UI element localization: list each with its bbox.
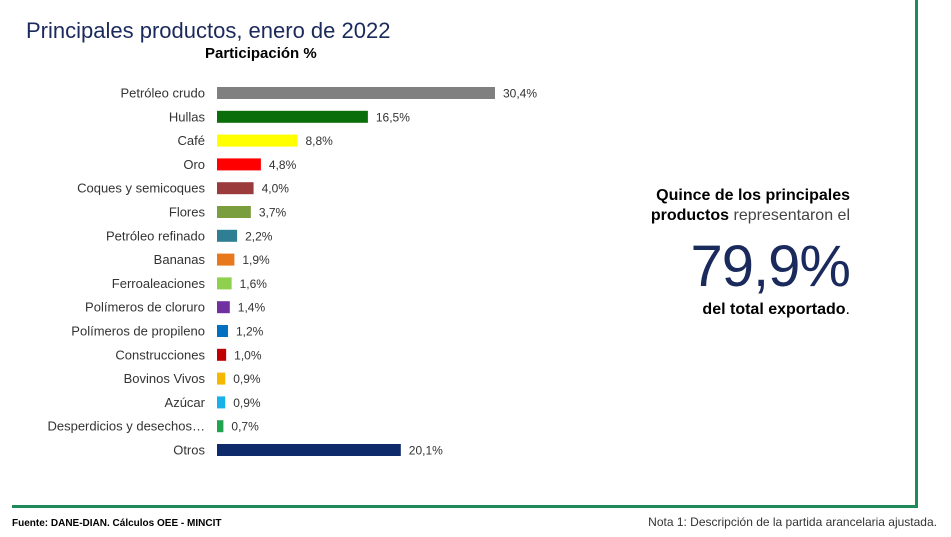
value-label-flores: 3,7% bbox=[259, 206, 287, 220]
category-label-construcciones: Construcciones bbox=[115, 347, 205, 362]
frame-border-right bbox=[915, 0, 918, 508]
category-label-flores: Flores bbox=[169, 205, 206, 220]
source-note: Fuente: DANE-DIAN. Cálculos OEE - MINCIT bbox=[12, 518, 222, 529]
bar-polimeros-de-cloruro bbox=[217, 301, 230, 314]
category-label-petroleo-crudo: Petróleo crudo bbox=[120, 86, 205, 101]
bar-hullas bbox=[217, 110, 368, 123]
category-label-bananas: Bananas bbox=[154, 252, 206, 267]
summary-callout: Quince de los principales productos repr… bbox=[600, 186, 851, 320]
category-label-oro: Oro bbox=[183, 157, 205, 172]
summary-tail-bold: del total exportado bbox=[702, 301, 846, 318]
category-label-azucar: Azúcar bbox=[165, 395, 206, 410]
value-label-cafe: 8,8% bbox=[305, 134, 333, 148]
bar-coques-y-semicoques bbox=[217, 182, 254, 195]
bar-polimeros-de-propileno bbox=[217, 325, 228, 337]
bar-construcciones bbox=[217, 348, 227, 361]
bar-chart: Petróleo crudo 30,4% Hullas 16,5% Café 8,8% Or… bbox=[47, 86, 537, 458]
value-label-construcciones: 1,0% bbox=[234, 348, 262, 362]
bar-petroleo-refinado bbox=[217, 229, 238, 242]
value-label-hullas: 16,5% bbox=[376, 110, 410, 124]
bar-oro bbox=[217, 158, 261, 171]
bar-bovinos-vivos bbox=[217, 372, 226, 385]
category-label-ferroaleaciones: Ferroaleaciones bbox=[112, 276, 206, 291]
summary-tail-end: . bbox=[845, 301, 850, 318]
bar-bananas bbox=[217, 253, 235, 266]
bar-cafe bbox=[217, 134, 298, 147]
category-label-petroleo-refinado: Petróleo refinado bbox=[106, 228, 205, 243]
bar-otros bbox=[217, 444, 401, 456]
category-label-hullas: Hullas bbox=[169, 109, 206, 124]
category-label-bovinos-vivos: Bovinos Vivos bbox=[124, 371, 206, 386]
value-label-bananas: 1,9% bbox=[242, 253, 270, 267]
value-label-coques-y-semicoques: 4,0% bbox=[262, 182, 290, 196]
bar-azucar bbox=[217, 396, 226, 409]
category-label-polimeros-de-cloruro: Polímeros de cloruro bbox=[85, 300, 205, 315]
bar-ferroaleaciones bbox=[217, 277, 232, 290]
category-label-coques-y-semicoques: Coques y semicoques bbox=[77, 181, 205, 196]
summary-big-value: 79,9% bbox=[690, 234, 851, 299]
value-label-bovinos-vivos: 0,9% bbox=[233, 372, 261, 386]
value-label-desperdicios-y-desechos: 0,7% bbox=[231, 420, 259, 434]
frame-border-bottom bbox=[12, 505, 918, 508]
value-label-petroleo-crudo: 30,4% bbox=[503, 87, 537, 101]
value-label-ferroaleaciones: 1,6% bbox=[240, 277, 268, 291]
value-label-petroleo-refinado: 2,2% bbox=[245, 229, 273, 243]
bar-flores bbox=[217, 206, 251, 218]
category-label-polimeros-de-propileno: Polímeros de propileno bbox=[71, 324, 205, 339]
summary-text-bold: Quince de los principales productos bbox=[650, 187, 850, 224]
value-label-otros: 20,1% bbox=[409, 444, 443, 458]
category-label-desperdicios-y-desechos: Desperdicios y desechos… bbox=[47, 419, 205, 434]
value-label-oro: 4,8% bbox=[269, 158, 297, 172]
category-label-otros: Otros bbox=[173, 443, 205, 458]
value-label-polimeros-de-propileno: 1,2% bbox=[236, 325, 264, 339]
summary-text-regular: representaron el bbox=[733, 207, 850, 224]
category-label-cafe: Café bbox=[178, 133, 205, 148]
bar-desperdicios-y-desechos bbox=[217, 420, 224, 433]
value-label-polimeros-de-cloruro: 1,4% bbox=[238, 301, 266, 315]
chart-subtitle: Participación % bbox=[205, 45, 317, 62]
chart-title: Principales productos, enero de 2022 bbox=[26, 18, 391, 43]
value-label-azucar: 0,9% bbox=[233, 396, 261, 410]
footnote: Nota 1: Descripción de la partida arance… bbox=[648, 515, 937, 529]
bar-petroleo-crudo bbox=[217, 87, 495, 99]
